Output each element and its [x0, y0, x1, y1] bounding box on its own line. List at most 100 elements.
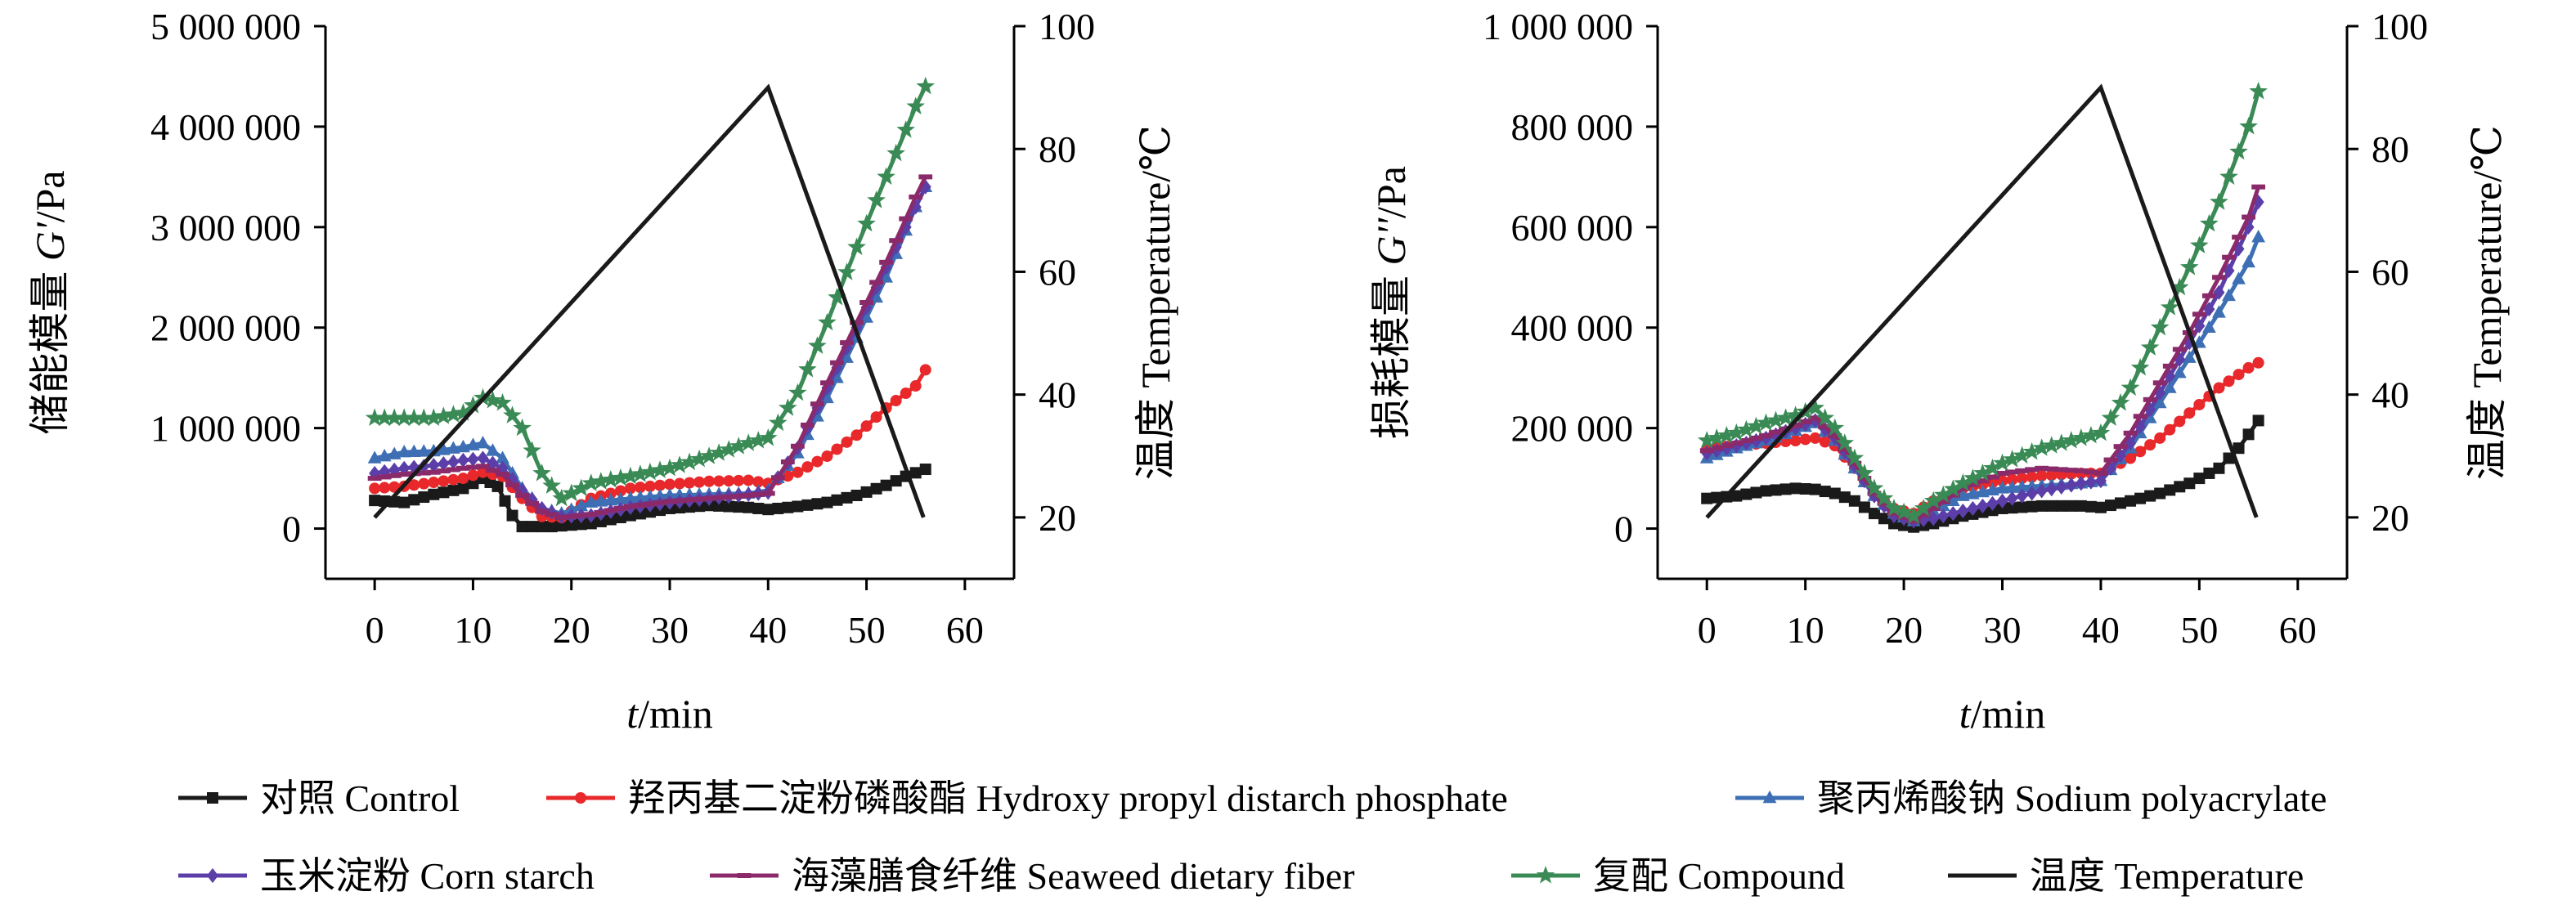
y2-tick-label: 40	[1039, 374, 1076, 416]
data-point	[640, 462, 660, 481]
data-point	[398, 496, 411, 509]
data-point	[585, 517, 597, 530]
data-point	[447, 484, 460, 496]
data-point	[486, 443, 500, 456]
y2-tick-label: 60	[1039, 251, 1076, 293]
data-point	[1819, 486, 1831, 498]
data-point	[1808, 415, 1823, 421]
data-point	[1829, 487, 1841, 500]
data-point	[614, 512, 626, 524]
data-point	[1855, 464, 1874, 482]
data-point	[811, 498, 824, 510]
data-point	[1766, 410, 1785, 428]
y-tick-label: 1 000 000	[150, 408, 301, 450]
x-tick-label: 20	[1885, 609, 1923, 651]
data-point	[408, 479, 420, 491]
data-point	[428, 477, 440, 489]
y2-tick-label: 80	[1039, 128, 1076, 170]
data-point	[699, 446, 719, 464]
data-point	[1986, 482, 1999, 495]
data-point	[2202, 293, 2216, 298]
data-point	[713, 475, 725, 487]
data-point	[2006, 473, 2018, 486]
data-point	[1779, 483, 1792, 495]
data-point	[418, 491, 430, 504]
data-point	[496, 460, 509, 476]
data-point	[2022, 441, 2041, 460]
data-point	[850, 429, 863, 441]
y2-axis-label: 温度 Temperature/℃	[1133, 125, 1178, 480]
series-line	[1706, 91, 2261, 518]
data-point	[438, 486, 450, 499]
temperature-line	[1705, 83, 2259, 519]
data-point	[2042, 436, 2061, 454]
data-point	[918, 174, 933, 180]
data-point	[723, 500, 735, 513]
data-point	[536, 500, 548, 517]
x-tick-label: 10	[454, 609, 491, 651]
data-point	[1838, 446, 1852, 452]
data-point	[535, 509, 550, 514]
data-point	[752, 476, 765, 488]
data-point	[1825, 418, 1845, 437]
data-point	[464, 396, 482, 414]
data-point	[1727, 423, 1746, 441]
data-point	[526, 491, 538, 508]
x-tick-label: 0	[366, 609, 384, 651]
data-point	[1993, 453, 2012, 472]
data-point	[1923, 491, 1943, 509]
data-point	[772, 502, 784, 514]
data-point	[438, 455, 450, 472]
data-point	[584, 512, 599, 517]
data-point	[526, 521, 538, 533]
data-point	[2065, 477, 2077, 493]
data-point	[1789, 435, 1802, 446]
y-tick-label: 600 000	[1511, 207, 1634, 249]
data-point	[604, 508, 618, 513]
data-point	[798, 360, 817, 378]
data-point	[2150, 317, 2170, 336]
data-point	[886, 143, 905, 162]
data-point	[621, 466, 640, 485]
data-point	[818, 312, 837, 331]
data-point	[711, 495, 726, 500]
data-point	[496, 472, 509, 477]
data-point	[404, 408, 424, 426]
legend-label: 海藻膳食纤维 Seaweed dietary fiber	[792, 855, 1355, 897]
legend-item-4: 玉米淀粉 Corn starch	[178, 855, 595, 897]
data-point	[643, 489, 657, 503]
data-point	[513, 418, 532, 437]
data-point	[1721, 441, 1733, 456]
data-point	[841, 436, 853, 448]
data-point	[660, 458, 680, 477]
data-point	[1847, 460, 1862, 466]
data-point	[2052, 433, 2071, 451]
data-point	[624, 509, 636, 522]
data-point	[2101, 408, 2120, 426]
data-point	[761, 491, 775, 496]
data-point	[2006, 491, 2018, 506]
data-point	[1818, 424, 1833, 430]
data-point	[2182, 350, 2197, 363]
data-point	[367, 476, 382, 482]
data-point	[1957, 503, 1969, 519]
data-point	[506, 509, 518, 522]
y2-tick-label: 60	[2372, 251, 2409, 293]
data-point	[762, 504, 774, 516]
data-point	[909, 467, 922, 479]
data-point	[2115, 497, 2127, 509]
data-point	[2174, 481, 2186, 493]
data-point	[729, 437, 748, 455]
data-point	[2005, 469, 2019, 475]
x-tick-label: 50	[2180, 609, 2218, 651]
data-point	[523, 441, 541, 459]
data-point	[2130, 358, 2150, 376]
data-point	[466, 464, 480, 470]
data-point	[653, 500, 667, 505]
data-point	[2140, 338, 2160, 356]
data-point	[1977, 498, 1989, 513]
data-point	[782, 470, 794, 482]
data-point	[1936, 499, 1950, 504]
data-point	[375, 408, 394, 426]
data-point	[2252, 356, 2264, 369]
